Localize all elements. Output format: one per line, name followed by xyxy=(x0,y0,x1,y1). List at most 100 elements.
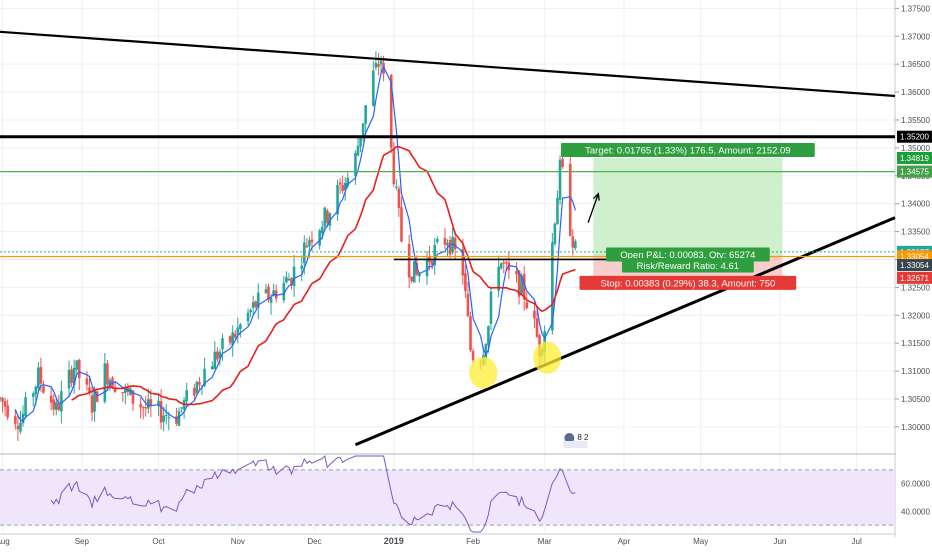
candle-body xyxy=(553,223,557,244)
candle-body xyxy=(54,402,58,410)
candle-body xyxy=(543,330,546,352)
candle-body xyxy=(341,185,344,191)
candle-body xyxy=(484,344,488,359)
price-badge xyxy=(897,271,932,284)
target-label: Target: 0.01765 (1.33%) 176.5, Amount: 2… xyxy=(560,142,815,157)
candle-body xyxy=(57,403,61,410)
candle-body xyxy=(499,263,503,269)
stop-label-text: Stop: 0.00383 (0.29%) 38.3, Amount: 750 xyxy=(600,278,775,289)
candle-body xyxy=(16,425,20,430)
candle-body xyxy=(397,188,401,209)
candle-body xyxy=(487,326,490,346)
candle-body xyxy=(267,286,270,300)
candle-body xyxy=(52,399,55,410)
candle-body xyxy=(433,245,437,266)
moving-average-line xyxy=(71,146,576,406)
candle-body xyxy=(246,312,250,322)
price-tick-label: 1.37500 xyxy=(901,4,930,13)
candle-body xyxy=(251,302,255,308)
target-label-text: Target: 0.01765 (1.33%) 176.5, Amount: 2… xyxy=(585,145,790,156)
target-label-bg xyxy=(560,142,815,157)
candle-body xyxy=(318,230,321,246)
candle-body xyxy=(377,64,380,67)
candle-body xyxy=(574,241,577,249)
candle-body xyxy=(489,291,493,324)
candle-body xyxy=(320,226,324,234)
candle-body xyxy=(300,265,304,269)
candle-body xyxy=(103,363,107,402)
time-tick-label: Nov xyxy=(231,537,245,546)
candle-body xyxy=(389,75,393,148)
double-bottom-highlight xyxy=(533,341,562,374)
price-badge xyxy=(897,259,932,272)
candle-body xyxy=(338,182,342,185)
candle-body xyxy=(361,123,365,136)
price-badge-label: 1.35200 xyxy=(900,133,929,142)
rsi-tick-label: 40.0000 xyxy=(901,507,930,516)
candle-body xyxy=(185,390,188,402)
candle-body xyxy=(231,332,234,345)
price-badge-label: 1.33054 xyxy=(900,252,929,261)
candle-body xyxy=(435,239,439,242)
candle-body xyxy=(502,262,506,264)
candle-body xyxy=(239,324,242,329)
price-tick-label: 1.37000 xyxy=(901,32,930,41)
candle-body xyxy=(141,407,145,409)
candle-body xyxy=(85,378,89,385)
candle-body xyxy=(282,282,286,301)
price-badge-label: 1.34575 xyxy=(900,168,929,177)
price-tick-label: 1.30000 xyxy=(901,423,930,432)
open-pnl-label-bg xyxy=(606,247,770,262)
candle-body xyxy=(218,351,222,358)
time-tick-label: Sep xyxy=(75,537,90,546)
candle-body xyxy=(430,260,434,266)
candle-body xyxy=(31,393,35,397)
price-tick-label: 1.31500 xyxy=(901,339,930,348)
candle-body xyxy=(203,368,206,386)
candle-body xyxy=(236,327,240,335)
projection-arrow-head xyxy=(592,192,600,201)
candle-body xyxy=(392,148,396,184)
stop-label-bg xyxy=(579,275,797,290)
candle-body xyxy=(364,105,367,124)
candle-body xyxy=(453,238,457,250)
price-badge-label: 1.34819 xyxy=(900,154,929,163)
open-pnl-label-text: Open P&L: 0.00083, Qty: 65274 xyxy=(620,250,755,261)
candle-body xyxy=(290,278,293,286)
price-tick-label: 1.35000 xyxy=(901,144,930,153)
time-tick-label: May xyxy=(693,537,708,546)
risk-reward-label-bg xyxy=(621,258,754,273)
price-badge-label: 1.32671 xyxy=(900,274,929,283)
candle-body xyxy=(551,242,554,331)
candle-body xyxy=(461,248,465,276)
candle-body xyxy=(167,417,171,419)
time-tick-label: Oct xyxy=(152,537,165,546)
candle-body xyxy=(443,237,447,245)
candle-body xyxy=(106,363,109,385)
candle-body xyxy=(558,159,562,200)
candle-body xyxy=(121,392,125,394)
candle-body xyxy=(1,397,4,402)
candle-body xyxy=(88,387,91,393)
candle-body xyxy=(287,278,291,281)
candle-body xyxy=(42,386,45,393)
candle-body xyxy=(195,381,199,393)
candle-body xyxy=(448,240,452,255)
candle-body xyxy=(124,387,127,393)
candle-body xyxy=(323,207,327,227)
candle-body xyxy=(213,351,217,369)
candle-body xyxy=(177,411,181,426)
upper-trendline xyxy=(0,30,896,98)
candle-body xyxy=(77,359,81,379)
candle-body xyxy=(131,390,135,404)
price-tick-label: 1.36500 xyxy=(901,60,930,69)
candle-body xyxy=(19,422,22,432)
candle-body xyxy=(180,407,183,409)
price-badge xyxy=(897,250,932,263)
candle-body xyxy=(147,399,150,409)
candle-body xyxy=(310,239,314,243)
candle-body xyxy=(254,301,258,307)
candle-body xyxy=(556,197,559,225)
